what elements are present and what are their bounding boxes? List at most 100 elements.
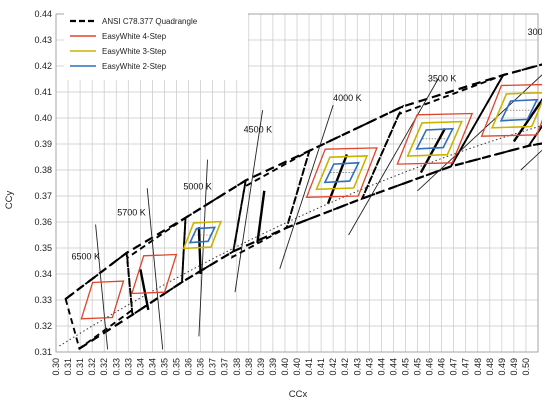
x-tick-label: 0.41 bbox=[304, 358, 314, 376]
cct-label: 3500 K bbox=[428, 74, 457, 84]
legend: ANSI C78.377 Quadrangle EasyWhite 4-Step E… bbox=[64, 12, 248, 80]
ansi-quadrangle bbox=[360, 73, 506, 201]
x-tick-label: 0.45 bbox=[400, 358, 410, 376]
ansi-envelope-bottom bbox=[78, 142, 542, 350]
y-axis: 0.31 0.32 0.33 0.34 0.35 0.36 0.37 0.38 0.39 0.40… bbox=[34, 9, 52, 357]
x-tick-label: 0.35 bbox=[172, 358, 182, 376]
legend-label: EasyWhite 3-Step bbox=[102, 47, 167, 56]
easywhite-2-step bbox=[499, 98, 539, 122]
x-tick-label: 0.50 bbox=[521, 358, 531, 376]
x-tick-label: 0.41 bbox=[316, 358, 326, 376]
x-tick-label: 0.43 bbox=[364, 358, 374, 376]
x-tick-label: 0.40 bbox=[292, 358, 302, 376]
x-tick-label: 0.30 bbox=[51, 358, 61, 376]
isotherm-line bbox=[279, 104, 334, 269]
easywhite-3-step bbox=[315, 155, 369, 191]
y-tick-label: 0.38 bbox=[34, 165, 52, 175]
cct-isotherm-lines bbox=[95, 74, 542, 350]
x-tick-label: 0.39 bbox=[256, 358, 266, 376]
y-tick-label: 0.37 bbox=[34, 191, 52, 201]
y-tick-label: 0.36 bbox=[34, 217, 52, 227]
x-tick-label: 0.42 bbox=[328, 358, 338, 376]
x-tick-label: 0.47 bbox=[449, 358, 459, 376]
x-tick-label: 0.32 bbox=[87, 358, 97, 376]
cct-label: 6500 K bbox=[71, 252, 100, 262]
bin-divider bbox=[139, 269, 150, 311]
isotherm-line bbox=[95, 224, 109, 350]
easywhite-4-step bbox=[305, 147, 378, 198]
easywhite-3-step bbox=[182, 220, 223, 250]
y-axis-title: CCy bbox=[4, 191, 15, 210]
x-tick-label: 0.35 bbox=[159, 358, 169, 376]
x-tick-label: 0.49 bbox=[509, 358, 519, 376]
x-tick-label: 0.36 bbox=[196, 358, 206, 376]
ansi-outline bbox=[64, 63, 542, 350]
x-tick-label: 0.48 bbox=[485, 358, 495, 376]
legend-label: EasyWhite 2-Step bbox=[102, 62, 167, 71]
x-tick-label: 0.44 bbox=[388, 358, 398, 376]
x-tick-label: 0.36 bbox=[184, 358, 194, 376]
y-tick-label: 0.32 bbox=[34, 321, 52, 331]
easywhite-3-step bbox=[406, 120, 463, 157]
y-tick-label: 0.34 bbox=[34, 269, 52, 279]
isotherm-line bbox=[417, 74, 542, 192]
y-tick-label: 0.35 bbox=[34, 243, 52, 253]
x-tick-label: 0.38 bbox=[232, 358, 242, 376]
x-tick-label: 0.42 bbox=[340, 358, 350, 376]
bin-divider bbox=[419, 127, 447, 174]
isotherm-line bbox=[146, 188, 164, 350]
ansi-quadrangle bbox=[126, 215, 187, 317]
bin-divider bbox=[512, 98, 542, 143]
easywhite-4-step bbox=[131, 253, 178, 295]
ansi-envelope-top bbox=[64, 63, 542, 300]
x-tick-label: 0.37 bbox=[220, 358, 230, 376]
bin-divider bbox=[256, 190, 266, 243]
x-tick-label: 0.45 bbox=[413, 358, 423, 376]
legend-label: ANSI C78.377 Quadrangle bbox=[102, 17, 198, 26]
cct-labels: 6500 K 5700 K 5000 K 4500 K 4000 K 3500 K 3000… bbox=[71, 27, 542, 262]
cct-label: 5000 K bbox=[183, 182, 212, 192]
x-tick-label: 0.40 bbox=[280, 358, 290, 376]
bin-divider bbox=[326, 153, 349, 205]
x-tick-label: 0.38 bbox=[244, 358, 254, 376]
y-tick-label: 0.39 bbox=[34, 139, 52, 149]
x-tick-label: 0.49 bbox=[497, 358, 507, 376]
easywhite-2-step bbox=[188, 226, 217, 244]
x-tick-label: 0.46 bbox=[425, 358, 435, 376]
bin-divider bbox=[197, 227, 202, 275]
x-tick-label: 0.31 bbox=[63, 358, 73, 376]
x-tick-label: 0.32 bbox=[99, 358, 109, 376]
y-tick-label: 0.40 bbox=[34, 113, 52, 123]
legend-box bbox=[64, 12, 248, 80]
x-tick-label: 0.34 bbox=[147, 358, 157, 376]
x-tick-label: 0.34 bbox=[135, 358, 145, 376]
x-axis-title: CCx bbox=[289, 389, 308, 400]
easywhite-4-step bbox=[480, 83, 542, 137]
x-tick-label: 0.48 bbox=[473, 358, 483, 376]
cct-label: 4000 K bbox=[333, 93, 362, 103]
x-tick-label: 0.46 bbox=[437, 358, 447, 376]
cct-label: 5700 K bbox=[117, 208, 146, 218]
x-tick-label: 0.33 bbox=[111, 358, 121, 376]
plot-frame bbox=[55, 13, 539, 353]
y-tick-label: 0.43 bbox=[34, 35, 52, 45]
y-tick-label: 0.33 bbox=[34, 295, 52, 305]
ansi-quadrangle bbox=[64, 251, 134, 351]
legend-label: EasyWhite 4-Step bbox=[102, 32, 167, 41]
x-tick-label: 0.31 bbox=[75, 358, 85, 376]
easywhite-4-step bbox=[396, 112, 474, 165]
y-tick-label: 0.42 bbox=[34, 61, 52, 71]
x-tick-label: 0.43 bbox=[352, 358, 362, 376]
isotherm-line bbox=[348, 78, 439, 236]
cct-label: 4500 K bbox=[244, 124, 273, 134]
x-tick-label: 0.37 bbox=[208, 358, 218, 376]
isotherm-line bbox=[234, 110, 264, 293]
x-tick-label: 0.39 bbox=[268, 358, 278, 376]
x-tick-label: 0.33 bbox=[123, 358, 133, 376]
easywhite-2-step bbox=[415, 127, 455, 150]
easywhite-3-step bbox=[490, 91, 542, 129]
y-tick-label: 0.41 bbox=[34, 87, 52, 97]
y-tick-label: 0.31 bbox=[34, 347, 52, 357]
